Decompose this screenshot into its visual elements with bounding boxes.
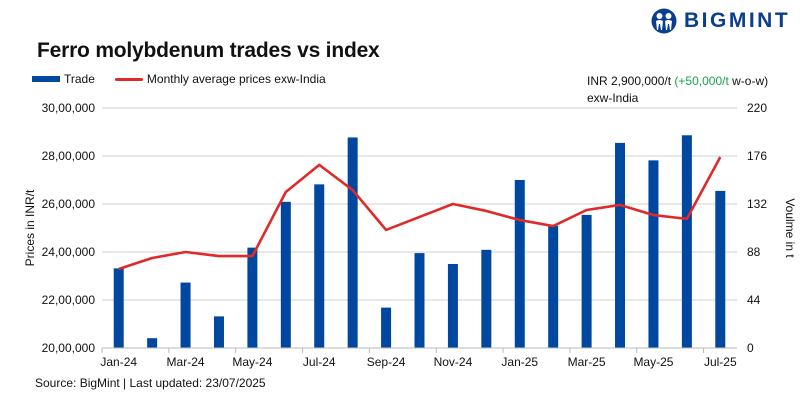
y-tick-label-left: 28,00,000 <box>42 149 96 163</box>
y-tick-label-right: 176 <box>747 149 767 163</box>
trade-bar-Jun-25 <box>681 135 692 348</box>
price-line <box>118 156 722 271</box>
x-tick-label: Mar-25 <box>568 355 606 369</box>
price-note-line2: exw-India <box>587 91 639 105</box>
trade-bar-Apr-24 <box>213 316 224 348</box>
x-tick-label: Jan-25 <box>501 355 538 369</box>
legend-item-price: Monthly average prices exw-India <box>114 72 326 86</box>
price-note: INR 2,900,000/t (+50,000/t w-o-w) exw-In… <box>587 73 768 107</box>
trade-bar-Nov-24 <box>447 264 458 348</box>
x-tick-label: May-25 <box>633 355 673 369</box>
legend-item-trade: Trade <box>32 72 95 86</box>
price-change-suffix: w-o-w) <box>732 74 769 88</box>
trade-bar-Apr-25 <box>615 142 626 348</box>
y-tick-label-right: 132 <box>747 197 767 211</box>
trade-bar-Mar-25 <box>581 214 592 348</box>
trade-bar-Sep-24 <box>381 307 392 348</box>
bigmint-logo: BIGMINT <box>650 8 790 34</box>
y-tick-label-right: 220 <box>747 101 767 115</box>
price-note-line1: INR 2,900,000/t (+50,000/t w-o-w) <box>587 73 768 90</box>
legend-swatch-bar <box>32 76 60 82</box>
x-tick-label: May-24 <box>232 355 272 369</box>
x-tick-label: Jul-24 <box>303 355 336 369</box>
gridlines <box>102 107 737 301</box>
trade-bar-Feb-24 <box>147 338 158 348</box>
y-tick-label-left: 26,00,000 <box>42 197 96 211</box>
x-tick-label: Sep-24 <box>367 355 406 369</box>
x-ticks: Jan-24 Mar-24 May-24 Jul-24 Sep-24 Nov-24 Jan-… <box>100 348 737 369</box>
trade-bar-Jul-24 <box>314 184 325 348</box>
x-tick-label: Nov-24 <box>434 355 473 369</box>
trade-bar-Jul-25 <box>715 190 726 348</box>
logo-text: BIGMINT <box>684 9 791 32</box>
trade-bar-Dec-24 <box>481 249 492 348</box>
trade-bar-Jan-24 <box>113 268 124 348</box>
y-ticks-right: 0 44 88 132 176 220 <box>747 101 767 355</box>
x-tick-label: Mar-24 <box>167 355 205 369</box>
trade-bar-Jun-24 <box>280 201 291 348</box>
y-tick-label-right: 0 <box>747 341 754 355</box>
legend-label-price: Monthly average prices exw-India <box>146 72 326 86</box>
price-value: INR 2,900,000/t <box>587 74 672 88</box>
y-axis-title-right: Voulme in t <box>783 198 797 258</box>
y-ticks-left: 20,00,000 22,00,000 24,00,000 26,00,000 28,0… <box>42 101 96 355</box>
trade-bar-May-25 <box>648 160 659 348</box>
x-tick-label: Jan-24 <box>100 355 137 369</box>
bigmint-logo-icon <box>651 8 677 34</box>
y-tick-label-left: 22,00,000 <box>42 293 96 307</box>
trade-bar-Jan-25 <box>514 180 525 348</box>
trade-bar-Aug-24 <box>347 137 358 348</box>
legend-label-trade: Trade <box>64 72 95 86</box>
chart-legend: Trade Monthly average prices exw-India <box>32 72 346 86</box>
chart-title: Ferro molybdenum trades vs index <box>37 39 380 62</box>
bar-series <box>113 135 726 348</box>
source-note: Source: BigMint | Last updated: 23/07/20… <box>35 376 266 390</box>
legend-swatch-line <box>114 77 143 81</box>
y-tick-label-left: 30,00,000 <box>42 101 96 115</box>
trade-bar-Oct-24 <box>414 253 425 348</box>
y-tick-label-right: 88 <box>747 245 761 259</box>
y-tick-label-left: 20,00,000 <box>42 341 96 355</box>
trade-bar-May-24 <box>247 247 258 348</box>
trade-bar-Mar-24 <box>180 282 191 348</box>
y-tick-label-left: 24,00,000 <box>42 245 96 259</box>
price-change: (+50,000/t <box>674 74 729 88</box>
y-axis-title-left: Prices in INR/t <box>23 189 37 266</box>
x-tick-label: Jul-25 <box>704 355 737 369</box>
y-tick-label-right: 44 <box>747 293 761 307</box>
trade-bar-Feb-25 <box>548 225 559 348</box>
